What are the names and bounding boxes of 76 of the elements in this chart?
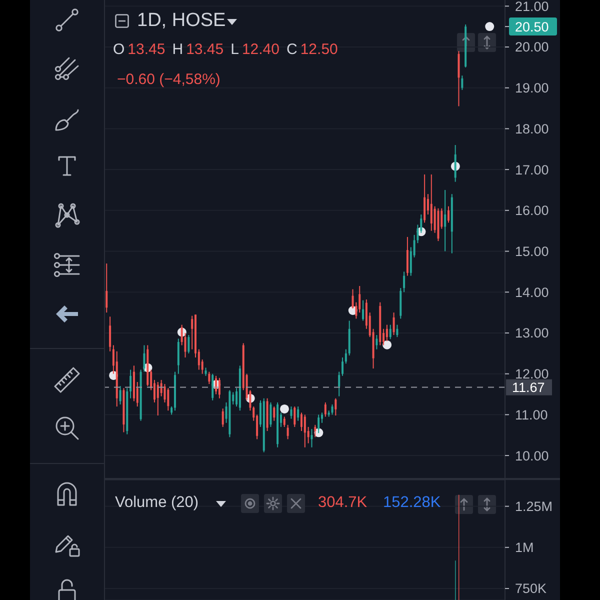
candlestick (444, 189, 446, 252)
y-tick-label: 20.50 (515, 19, 549, 34)
text: O 13.45 H 13.45 L 12.40 C 12.50 (113, 41, 338, 58)
candlestick (177, 338, 180, 374)
candlestick (167, 388, 170, 412)
y-tick-label: 1M (515, 540, 534, 556)
point (382, 340, 392, 350)
y-tick-label: 11.00 (515, 407, 548, 422)
y-tick-label: 20.00 (515, 40, 549, 55)
candlestick (188, 334, 190, 354)
y-tick-label: 19.00 (515, 80, 549, 96)
candlestick (447, 206, 450, 224)
y-tick-label: 18.00 (515, 121, 549, 136)
point (280, 404, 289, 414)
candlestick (424, 174, 426, 224)
ref-line-label: 11.67 (512, 380, 545, 396)
candlestick (314, 424, 316, 438)
candlestick (304, 414, 306, 448)
text: 1D, HOSE (137, 10, 226, 32)
candlestick (338, 371, 340, 397)
candlestick (286, 424, 289, 440)
candlestick (290, 406, 292, 420)
candlestick (310, 428, 313, 448)
candlestick (458, 50, 460, 107)
candlestick (396, 324, 398, 338)
candlestick (403, 271, 406, 293)
candlestick (454, 144, 456, 182)
y-tick-label: 12.00 (515, 366, 549, 382)
candlestick (222, 408, 224, 428)
candlestick (300, 412, 302, 432)
candlestick (331, 404, 334, 416)
text: Volume (20) (115, 494, 199, 512)
candlestick (119, 386, 122, 405)
candlestick (430, 174, 432, 232)
candlestick (344, 348, 347, 364)
candlestick (362, 300, 364, 322)
candlestick (215, 375, 218, 395)
y-tick-label: 16.00 (515, 203, 549, 218)
candlestick (164, 384, 166, 403)
candlestick (130, 369, 132, 399)
candlestick (461, 75, 464, 90)
candlestick (208, 371, 210, 385)
candlestick (218, 377, 220, 399)
point (485, 22, 494, 32)
candlestick (392, 312, 395, 336)
candlestick (294, 406, 296, 428)
annotation: −0.60 (−4,58%) (117, 71, 220, 89)
y-tick-label: 1.25M (515, 499, 553, 514)
candlestick (358, 285, 361, 314)
candlestick (143, 344, 146, 372)
candlestick (212, 373, 214, 401)
y-tick-label: 10.00 (515, 448, 549, 464)
candlestick (270, 402, 272, 428)
candlestick (342, 356, 344, 376)
y-tick-label: 13.00 (515, 326, 549, 341)
candlestick (106, 263, 108, 314)
candlestick (283, 416, 286, 428)
y-tick-label: 21.00 (515, 0, 549, 14)
candlestick (389, 324, 392, 340)
candlestick (324, 402, 326, 418)
annotation: 304.7K (318, 494, 368, 512)
y-tick-label: 17.00 (515, 162, 549, 178)
candlestick (109, 316, 112, 352)
y-tick-label: 14.00 (515, 284, 549, 300)
candlestick (297, 406, 300, 422)
candlestick (334, 398, 337, 416)
y-tick-label: 15.00 (515, 244, 549, 259)
candlestick (376, 334, 378, 350)
candlestick (406, 236, 408, 276)
candlestick (386, 324, 388, 342)
annotation: 152.28K (383, 494, 441, 512)
y-tick-label: 750K (515, 581, 547, 596)
candlestick (191, 315, 194, 350)
candlestick (273, 406, 276, 422)
candlestick (318, 414, 320, 434)
candlestick (156, 381, 159, 416)
